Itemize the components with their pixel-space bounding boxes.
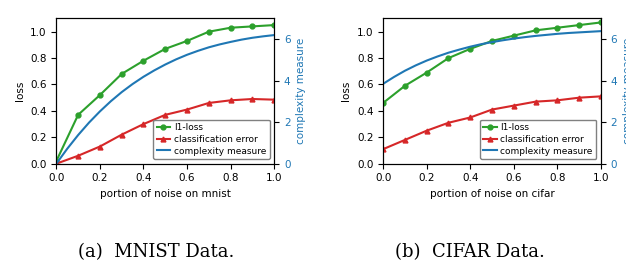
classification error xyxy=(532,100,540,103)
classification error xyxy=(74,154,82,157)
classification error xyxy=(118,133,125,136)
l1-loss xyxy=(270,23,278,27)
classification error xyxy=(249,97,256,101)
Text: (b)  CIFAR Data.: (b) CIFAR Data. xyxy=(394,243,545,261)
classification error xyxy=(466,116,474,119)
classification error xyxy=(140,122,147,126)
classification error xyxy=(162,113,169,116)
classification error xyxy=(227,99,234,102)
classification error xyxy=(423,129,431,132)
Legend: l1-loss, classification error, complexity measure: l1-loss, classification error, complexit… xyxy=(480,120,597,159)
Line: classification error: classification error xyxy=(381,94,603,152)
l1-loss xyxy=(205,30,213,33)
l1-loss xyxy=(553,26,561,29)
l1-loss xyxy=(162,47,169,50)
l1-loss xyxy=(510,34,518,37)
l1-loss xyxy=(53,159,60,163)
l1-loss xyxy=(401,84,409,87)
classification error xyxy=(575,96,583,99)
classification error xyxy=(53,162,60,165)
classification error xyxy=(597,95,605,98)
classification error xyxy=(510,104,518,107)
l1-loss xyxy=(532,29,540,32)
l1-loss xyxy=(96,93,104,97)
l1-loss xyxy=(249,25,256,28)
classification error xyxy=(379,148,387,151)
Line: classification error: classification error xyxy=(54,97,277,166)
l1-loss xyxy=(183,39,191,43)
classification error xyxy=(488,108,496,111)
Text: (a)  MNIST Data.: (a) MNIST Data. xyxy=(78,243,235,261)
l1-loss xyxy=(140,59,147,62)
Y-axis label: complexity measure: complexity measure xyxy=(296,38,306,144)
classification error xyxy=(401,138,409,142)
X-axis label: portion of noise on cifar: portion of noise on cifar xyxy=(429,189,555,199)
classification error xyxy=(553,99,561,102)
Y-axis label: complexity measure: complexity measure xyxy=(623,38,626,144)
l1-loss xyxy=(74,113,82,116)
classification error xyxy=(183,108,191,111)
l1-loss xyxy=(466,47,474,50)
Legend: l1-loss, classification error, complexity measure: l1-loss, classification error, complexit… xyxy=(153,120,270,159)
Line: l1-loss: l1-loss xyxy=(54,23,277,163)
l1-loss xyxy=(118,72,125,76)
l1-loss xyxy=(444,56,452,60)
l1-loss xyxy=(379,101,387,105)
classification error xyxy=(270,98,278,101)
l1-loss xyxy=(575,23,583,27)
classification error xyxy=(96,145,104,148)
X-axis label: portion of noise on mnist: portion of noise on mnist xyxy=(100,189,231,199)
l1-loss xyxy=(597,21,605,24)
l1-loss xyxy=(423,71,431,74)
Line: l1-loss: l1-loss xyxy=(381,20,603,105)
Y-axis label: loss: loss xyxy=(14,81,24,101)
classification error xyxy=(205,101,213,105)
classification error xyxy=(444,121,452,124)
Y-axis label: loss: loss xyxy=(341,81,351,101)
l1-loss xyxy=(488,39,496,43)
l1-loss xyxy=(227,26,234,29)
